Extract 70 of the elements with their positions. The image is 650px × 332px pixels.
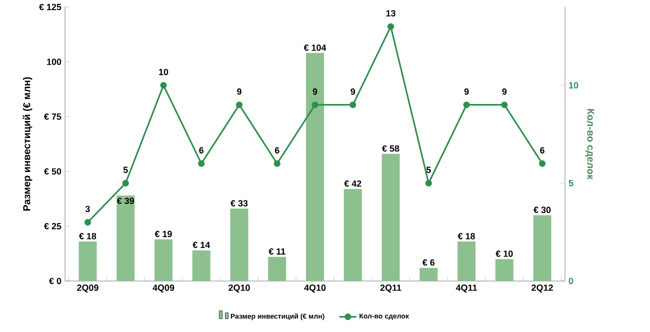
- data-label: € 10: [496, 250, 513, 257]
- x-tick-label: 4Q10: [304, 284, 326, 293]
- point: [198, 160, 205, 167]
- x-tick-label: 4Q09: [152, 284, 174, 293]
- y-tick-label: € 50: [44, 168, 62, 175]
- data-label: 6: [274, 147, 280, 154]
- y-tick-label: € 75: [44, 113, 62, 120]
- point: [84, 218, 92, 226]
- x-tick-label: 2Q12: [532, 284, 553, 293]
- data-label: € 58: [382, 145, 400, 152]
- y-tick-label: € 125: [39, 4, 62, 10]
- data-label: € 14: [192, 242, 210, 248]
- point: [236, 102, 243, 108]
- y-axis-title: Размер инвестиций (€ млн): [22, 77, 32, 211]
- bar: [382, 154, 400, 281]
- bar: [495, 259, 514, 281]
- bar: [458, 242, 476, 281]
- data-label: 6: [540, 147, 544, 154]
- data-label: 5: [123, 166, 128, 174]
- data-label: 3: [85, 206, 90, 212]
- data-label: € 18: [79, 233, 96, 240]
- data-label: 6: [199, 147, 204, 154]
- bar: [420, 268, 438, 281]
- bar: [78, 242, 97, 281]
- bar: [268, 256, 286, 281]
- data-label: € 6: [422, 259, 435, 266]
- point: [350, 102, 356, 108]
- data-label: € 11: [268, 248, 286, 255]
- data-label: € 39: [116, 198, 134, 204]
- y-tick-label: € 25: [44, 223, 62, 230]
- data-label: € 30: [534, 206, 551, 214]
- bar: [192, 250, 210, 281]
- data-label: € 42: [344, 180, 362, 187]
- y2-axis-title: Кол-во сделок: [585, 109, 594, 180]
- data-label: 13: [386, 10, 396, 16]
- point: [312, 102, 318, 108]
- x-tick-label: 2Q10: [228, 284, 250, 293]
- bar: [230, 208, 248, 281]
- x-tick-label: 4Q11: [456, 284, 477, 293]
- data-label: € 19: [154, 230, 172, 238]
- y2-tick-label: 5: [568, 180, 574, 186]
- data-label: 9: [237, 88, 242, 95]
- x-tick-label: 2Q09: [77, 284, 98, 293]
- data-label: 9: [350, 88, 356, 95]
- x-tick-label: 2Q11: [380, 284, 402, 293]
- point: [501, 102, 508, 108]
- data-label: 10: [159, 68, 168, 76]
- data-label: € 104: [304, 44, 326, 51]
- bar: [306, 53, 324, 281]
- point: [122, 180, 129, 186]
- bar: [533, 215, 552, 281]
- y2-tick-label: 10: [569, 82, 578, 88]
- data-label: 9: [502, 88, 507, 95]
- data-label: 5: [426, 166, 431, 174]
- point: [425, 180, 432, 186]
- data-label: € 18: [458, 233, 475, 240]
- y-tick-label: 100: [47, 58, 62, 65]
- data-label: 9: [464, 88, 469, 95]
- data-label: € 33: [230, 200, 248, 206]
- bar: [116, 196, 135, 281]
- point: [463, 102, 470, 108]
- point: [387, 23, 394, 30]
- bar: [154, 239, 172, 281]
- y-tick-label: € 0: [49, 278, 62, 284]
- bar: [344, 188, 362, 281]
- y2-tick-label: 0: [568, 278, 574, 284]
- point: [274, 160, 280, 167]
- point: [160, 82, 167, 89]
- point: [538, 160, 546, 167]
- data-label: 9: [312, 88, 318, 95]
